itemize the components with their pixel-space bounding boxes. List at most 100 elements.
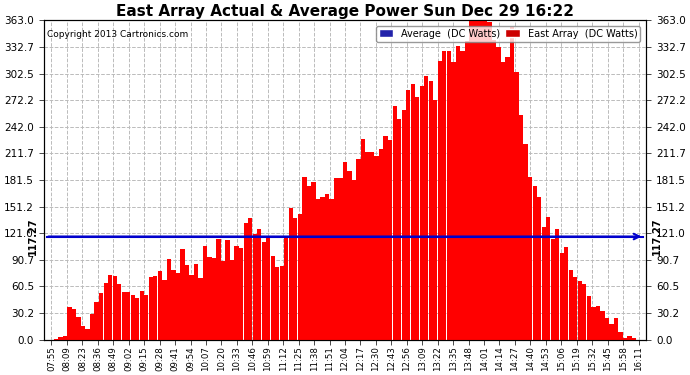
Bar	[167, 259, 171, 340]
Bar	[357, 159, 361, 340]
Bar	[627, 336, 631, 340]
Bar	[316, 199, 320, 340]
Bar	[375, 156, 379, 340]
Bar	[478, 19, 482, 340]
Bar	[515, 72, 519, 340]
Bar	[366, 152, 370, 340]
Bar	[604, 318, 609, 340]
Bar	[117, 284, 121, 340]
Bar	[320, 197, 324, 340]
Bar	[424, 76, 428, 340]
Bar	[270, 256, 275, 340]
Bar	[176, 273, 180, 340]
Bar	[266, 238, 270, 340]
Bar	[194, 264, 198, 340]
Bar	[411, 84, 415, 340]
Bar	[501, 63, 505, 340]
Bar	[600, 311, 604, 340]
Bar	[59, 338, 63, 340]
Bar	[420, 86, 424, 340]
Bar	[171, 270, 175, 340]
Bar	[578, 281, 582, 340]
Bar	[253, 234, 257, 340]
Bar	[72, 309, 76, 340]
Bar	[54, 339, 58, 340]
Bar	[212, 258, 216, 340]
Bar	[108, 275, 112, 340]
Bar	[379, 149, 383, 340]
Bar	[239, 248, 244, 340]
Bar	[203, 246, 207, 340]
Bar	[126, 292, 130, 340]
Bar	[217, 240, 221, 340]
Bar	[551, 239, 555, 340]
Bar	[555, 229, 560, 340]
Bar	[496, 46, 501, 340]
Bar	[275, 267, 279, 340]
Bar	[510, 27, 514, 340]
Bar	[279, 266, 284, 340]
Bar	[609, 324, 613, 340]
Bar	[428, 81, 433, 340]
Bar	[524, 144, 528, 340]
Bar	[68, 307, 72, 340]
Bar	[257, 229, 262, 340]
Bar	[226, 240, 230, 340]
Bar	[492, 40, 496, 340]
Title: East Array Actual & Average Power Sun Dec 29 16:22: East Array Actual & Average Power Sun De…	[116, 4, 574, 19]
Bar	[474, 19, 478, 340]
Bar	[139, 291, 144, 340]
Bar	[415, 97, 420, 340]
Bar	[623, 338, 627, 340]
Bar	[185, 265, 189, 340]
Bar	[361, 139, 365, 340]
Bar	[614, 318, 618, 340]
Bar	[402, 110, 406, 340]
Bar	[546, 217, 551, 340]
Bar	[343, 162, 347, 340]
Bar	[307, 186, 311, 340]
Bar	[99, 292, 103, 340]
Bar	[95, 302, 99, 340]
Bar	[528, 177, 532, 340]
Bar	[451, 62, 455, 340]
Bar	[334, 178, 338, 340]
Bar	[437, 62, 442, 340]
Bar	[325, 194, 329, 340]
Bar	[573, 277, 578, 340]
Bar	[388, 140, 393, 340]
Bar	[198, 278, 203, 340]
Bar	[144, 296, 148, 340]
Bar	[86, 330, 90, 340]
Bar	[135, 298, 139, 340]
Text: Copyright 2013 Cartronics.com: Copyright 2013 Cartronics.com	[47, 30, 188, 39]
Bar	[311, 182, 315, 340]
Bar	[406, 90, 411, 340]
Bar	[302, 177, 306, 340]
Bar	[483, 19, 487, 340]
Bar	[487, 22, 492, 340]
Bar	[519, 116, 523, 340]
Bar	[248, 217, 253, 340]
Bar	[582, 284, 586, 340]
Bar	[433, 100, 437, 340]
Bar	[469, 19, 473, 340]
Bar	[397, 119, 402, 340]
Bar	[352, 180, 356, 340]
Bar	[293, 218, 297, 340]
Bar	[446, 51, 451, 340]
Bar	[569, 270, 573, 340]
Bar	[560, 254, 564, 340]
Bar	[542, 227, 546, 340]
Bar	[347, 171, 352, 340]
Bar	[329, 200, 333, 340]
Bar	[533, 186, 537, 340]
Bar	[384, 136, 388, 340]
Bar	[112, 276, 117, 340]
Bar	[393, 106, 397, 340]
Legend: Average  (DC Watts), East Array  (DC Watts): Average (DC Watts), East Array (DC Watts…	[376, 26, 640, 42]
Bar	[618, 332, 622, 340]
Bar	[230, 260, 235, 340]
Bar	[208, 257, 212, 340]
Bar	[158, 271, 162, 340]
